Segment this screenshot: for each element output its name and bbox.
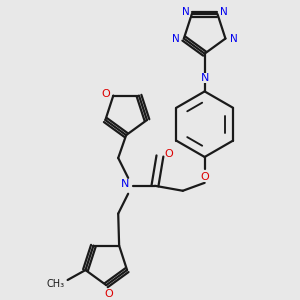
Text: N: N [172, 34, 180, 44]
Text: O: O [104, 289, 112, 299]
Text: N: N [121, 179, 129, 189]
Text: N: N [200, 73, 209, 83]
Text: O: O [164, 149, 173, 159]
Text: O: O [101, 88, 110, 99]
Text: O: O [200, 172, 209, 182]
Text: CH₃: CH₃ [46, 279, 65, 289]
Text: N: N [182, 7, 190, 17]
Text: N: N [220, 7, 227, 17]
Text: N: N [230, 34, 237, 44]
